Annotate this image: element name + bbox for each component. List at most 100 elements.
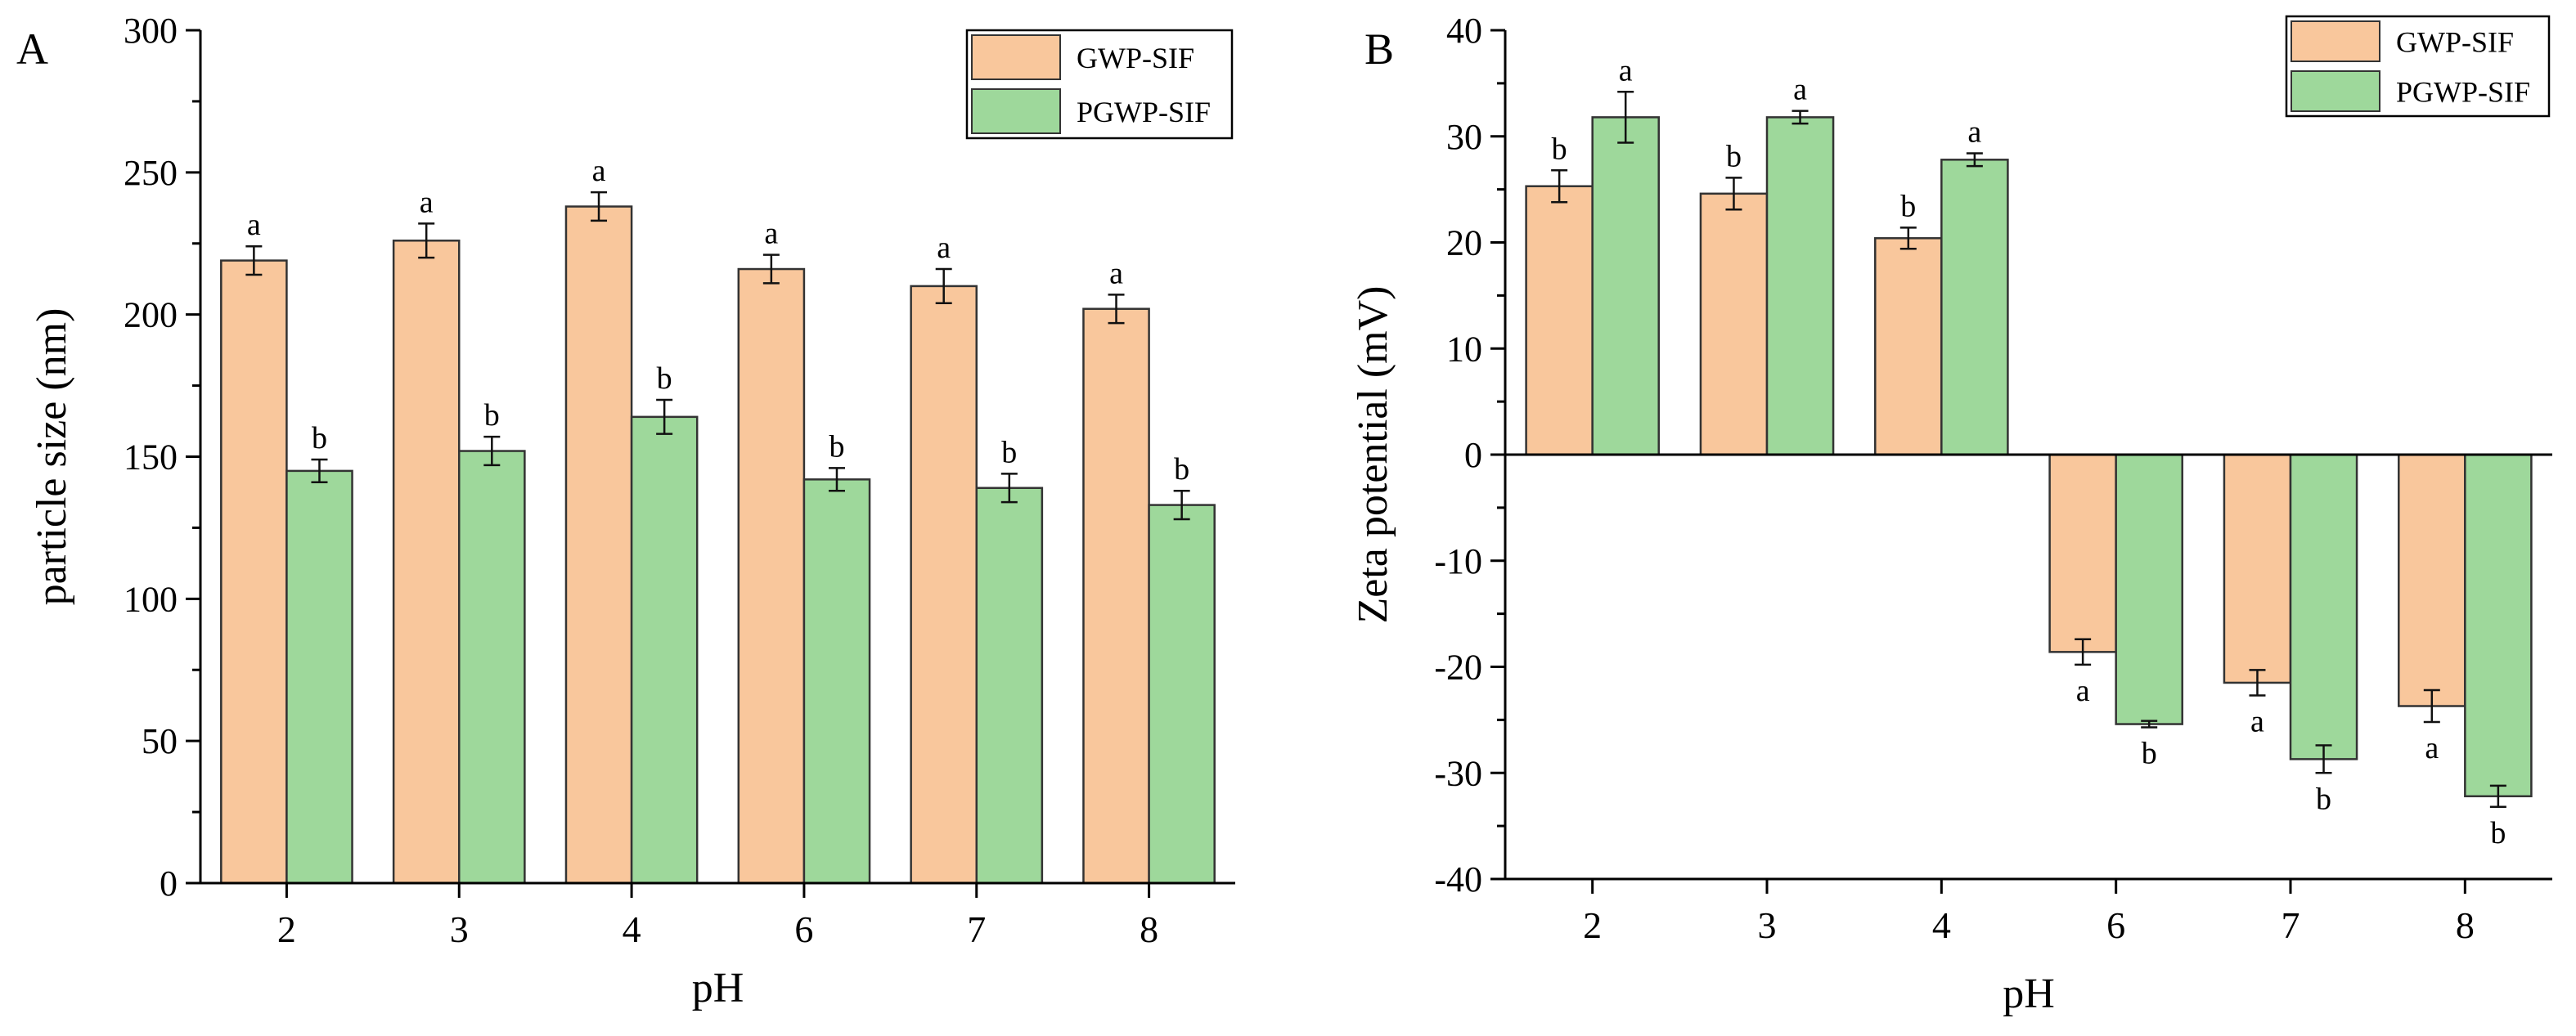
legend-swatch-gwp-sif bbox=[971, 34, 1061, 80]
x-tick-label: 4 bbox=[623, 908, 641, 950]
x-tick-label: 2 bbox=[277, 908, 296, 950]
significance-label: a bbox=[420, 185, 434, 219]
significance-label: b bbox=[1174, 452, 1189, 487]
error-bar bbox=[2141, 720, 2158, 729]
significance-label: a bbox=[1793, 73, 1807, 107]
significance-label: b bbox=[1001, 435, 1017, 469]
error-bar bbox=[828, 467, 845, 492]
bar-gwp-sif-ph-3 bbox=[392, 240, 461, 885]
bar-gwp-sif-ph-3 bbox=[1699, 192, 1769, 456]
error-bar bbox=[2489, 784, 2506, 809]
significance-label: b bbox=[829, 429, 844, 464]
significance-label: a bbox=[247, 208, 261, 242]
bar-gwp-sif-ph-7 bbox=[2223, 453, 2292, 684]
legend-swatch-gwp-sif bbox=[2291, 20, 2380, 62]
y-tick-label: -10 bbox=[1434, 541, 1482, 581]
legend-label-pgwp-sif: PGWP-SIF bbox=[1077, 96, 1211, 128]
y-axis-title: particle size (nm) bbox=[29, 308, 75, 606]
significance-label: a bbox=[1109, 256, 1123, 290]
bar-gwp-sif-ph-8 bbox=[2398, 453, 2466, 707]
significance-label: a bbox=[2250, 705, 2264, 739]
error-bar bbox=[935, 267, 952, 305]
bar-pgwp-sif-ph-6 bbox=[802, 478, 871, 885]
y-tick-label: -40 bbox=[1434, 859, 1482, 899]
bar-gwp-sif-ph-8 bbox=[1082, 307, 1150, 885]
x-tick-label: 3 bbox=[450, 908, 469, 950]
bar-gwp-sif-ph-2 bbox=[1525, 185, 1594, 456]
x-tick-label: 8 bbox=[2456, 904, 2475, 946]
bar-gwp-sif-ph-4 bbox=[1874, 237, 1943, 456]
x-tick-label: 2 bbox=[1583, 904, 1602, 946]
bar-pgwp-sif-ph-6 bbox=[2115, 453, 2183, 725]
bar-pgwp-sif-ph-4 bbox=[630, 415, 699, 885]
legend-label-gwp-sif: GWP-SIF bbox=[1077, 42, 1194, 74]
y-tick-label: 0 bbox=[160, 863, 178, 904]
panel-label: B bbox=[1364, 25, 1394, 74]
error-bar bbox=[1000, 473, 1018, 504]
y-tick-label: 40 bbox=[1446, 11, 1482, 51]
x-axis-title: pH bbox=[2003, 971, 2055, 1017]
error-bar bbox=[1617, 91, 1634, 144]
bar-pgwp-sif-ph-3 bbox=[1765, 116, 1835, 456]
error-bar bbox=[762, 253, 780, 285]
bar-pgwp-sif-ph-7 bbox=[2289, 453, 2358, 760]
bar-gwp-sif-ph-4 bbox=[564, 205, 633, 885]
bar-gwp-sif-ph-7 bbox=[910, 285, 978, 885]
bar-pgwp-sif-ph-4 bbox=[1940, 159, 2009, 456]
legend-label-pgwp-sif: PGWP-SIF bbox=[2396, 76, 2530, 109]
error-bar bbox=[418, 222, 435, 259]
significance-label: b bbox=[312, 421, 327, 455]
error-bar bbox=[245, 244, 263, 276]
bar-pgwp-sif-ph-3 bbox=[458, 450, 526, 885]
error-bar bbox=[2315, 744, 2332, 774]
y-tick-label: 10 bbox=[1446, 329, 1482, 369]
legend: GWP-SIF PGWP-SIF bbox=[2285, 15, 2551, 118]
x-tick-label: 3 bbox=[1758, 904, 1777, 946]
y-tick-label: -30 bbox=[1434, 753, 1482, 793]
error-bar bbox=[591, 191, 608, 222]
y-tick-label: 250 bbox=[124, 153, 178, 193]
y-tick-label: 150 bbox=[124, 437, 178, 478]
bar-pgwp-sif-ph-7 bbox=[975, 487, 1044, 885]
error-bar bbox=[2075, 638, 2092, 666]
x-tick-label: 6 bbox=[2106, 904, 2125, 946]
error-bar bbox=[1725, 177, 1742, 211]
bar-gwp-sif-ph-6 bbox=[737, 267, 806, 885]
y-tick-label: 50 bbox=[142, 721, 178, 761]
significance-label: b bbox=[2316, 782, 2331, 816]
y-tick-label: 20 bbox=[1446, 223, 1482, 263]
error-bar bbox=[656, 398, 673, 435]
y-tick-label: 300 bbox=[124, 11, 178, 51]
significance-label: a bbox=[1619, 53, 1633, 87]
significance-label: b bbox=[1900, 189, 1916, 223]
error-bar bbox=[311, 458, 328, 484]
significance-label: a bbox=[2076, 674, 2090, 708]
y-tick-label: 100 bbox=[124, 579, 178, 619]
error-bar bbox=[483, 435, 501, 467]
legend-label-gwp-sif: GWP-SIF bbox=[2396, 26, 2514, 59]
significance-label: b bbox=[1552, 132, 1567, 166]
significance-label: a bbox=[1967, 115, 1981, 150]
x-tick-label: 7 bbox=[2282, 904, 2300, 946]
significance-label: a bbox=[937, 231, 951, 265]
error-bar bbox=[1173, 489, 1190, 521]
significance-label: b bbox=[657, 361, 672, 396]
bar-pgwp-sif-ph-8 bbox=[2464, 453, 2533, 798]
panel-a: Aa a a a a a b b b b b b 0 50 100 150 200 250 300 2 3 4 6 7 8 pH p… bbox=[16, 11, 1235, 1011]
x-axis-title: pH bbox=[692, 965, 744, 1011]
error-bar bbox=[1551, 169, 1568, 204]
y-tick-label: 0 bbox=[1464, 435, 1482, 475]
y-tick-label: -20 bbox=[1434, 648, 1482, 688]
error-bar bbox=[1108, 294, 1125, 325]
y-tick-label: 200 bbox=[124, 295, 178, 335]
x-tick-label: 6 bbox=[794, 908, 813, 950]
bar-gwp-sif-ph-6 bbox=[2048, 453, 2117, 653]
x-tick-label: 8 bbox=[1140, 908, 1158, 950]
bar-pgwp-sif-ph-2 bbox=[285, 469, 353, 885]
legend: GWP-SIF PGWP-SIF bbox=[965, 29, 1234, 140]
significance-label: a bbox=[2425, 731, 2439, 765]
error-bar bbox=[1792, 110, 1809, 125]
error-bar bbox=[2249, 669, 2266, 697]
x-tick-label: 4 bbox=[1932, 904, 1951, 946]
